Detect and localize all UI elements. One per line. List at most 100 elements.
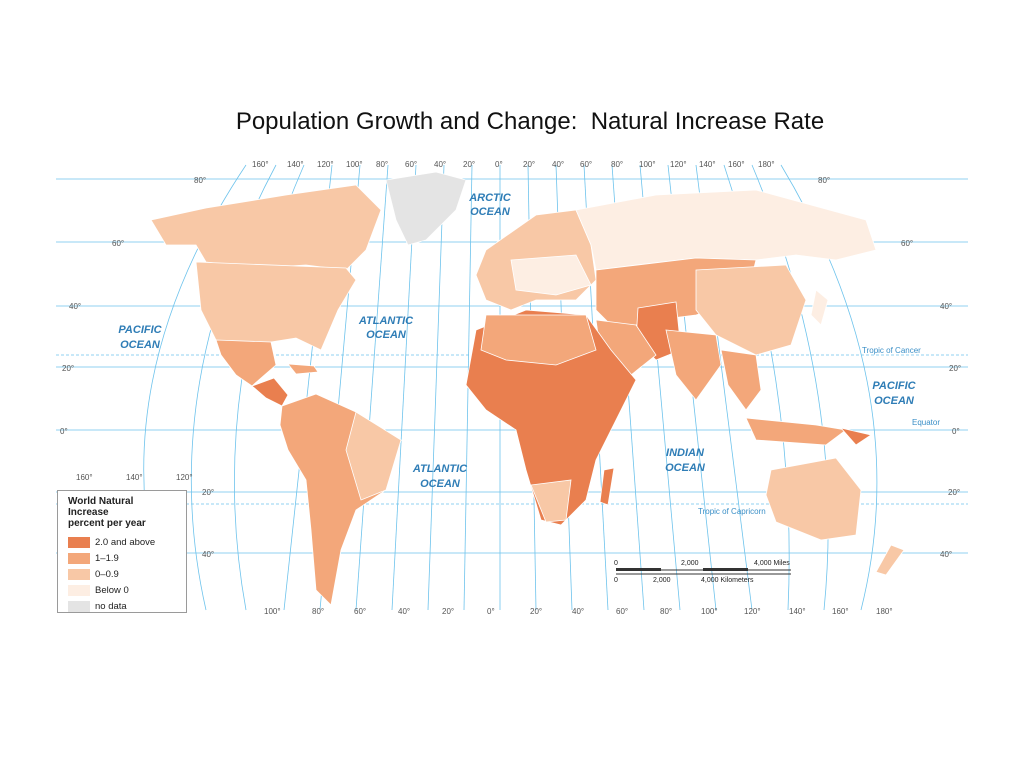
united-states [195,261,357,351]
tropic-cancer-label: Tropic of Cancer [862,346,921,355]
scale-bar: 0 2,000 4,000 Miles 0 2,000 4,000 Kilome… [614,560,791,584]
legend-item-no-data: no data [68,598,176,614]
legend-label: 1–1.9 [95,552,119,564]
lon-top-13: 100° [639,160,656,169]
scale-km-2000: 2,000 [653,577,671,584]
bottom-longitude-labels: 100° 80° 60° 40° 20° 0° 20° 40° 60° 80° … [264,607,893,616]
atlantic-north-label-1: ATLANTIC [358,315,414,327]
pacific-ocean-label-2: OCEAN [120,339,161,351]
legend-swatch [68,600,90,612]
india [665,329,722,401]
north-africa [480,314,597,366]
lon-bot-11: 120° [744,607,761,616]
lat-label-20n-right: 20° [949,364,961,373]
lon-bot-12: 140° [789,607,806,616]
madagascar [599,467,615,506]
lat-label-20n: 20° [62,364,74,373]
indonesia [745,417,847,446]
lon-top-4: 80° [376,160,388,169]
lon-bot-3: 40° [398,607,410,616]
lat-label-40n-right: 40° [940,302,952,311]
lon-top-3: 100° [346,160,363,169]
legend-item-below-zero: Below 0 [68,582,176,598]
lon-top-9: 20° [523,160,535,169]
lat-label-eq: 0° [60,427,68,436]
china [695,264,807,356]
atlantic-south-label-2: OCEAN [420,478,461,490]
top-longitude-labels: 160° 140° 120° 100° 80° 60° 40° 20° 0° 2… [252,160,775,169]
equator-label: Equator [912,418,940,427]
scale-segment-2 [703,568,748,571]
central-america [251,377,289,407]
lat-label-40n: 40° [69,302,81,311]
lon-top-2: 120° [317,160,334,169]
lon-bot-14: 180° [876,607,893,616]
lon-top-0: 160° [252,160,269,169]
lon-bot-5: 0° [487,607,495,616]
lon-bot-6: 20° [530,607,542,616]
atlantic-north-label-2: OCEAN [366,329,407,341]
legend-title-line1: World Natural Increase [68,496,134,518]
caribbean [287,363,319,375]
lat-label-80n: 80° [194,176,206,185]
new-zealand [875,544,905,576]
legend-title: World Natural Increase percent per year [68,496,176,529]
lon-bot-7: 40° [572,607,584,616]
lon-top-11: 60° [580,160,592,169]
lat-label-80n-right: 80° [818,176,830,185]
legend-label: 2.0 and above [95,536,156,548]
lon-top-15: 140° [699,160,716,169]
scale-segment-1 [616,568,661,571]
legend-label: no data [95,600,127,612]
africa [465,309,637,526]
lon-bot-1: 80° [312,607,324,616]
lon-top-8: 0° [495,160,503,169]
australia [765,457,862,541]
slide-title: Population Growth and Change: Natural In… [235,108,825,135]
canada [150,184,382,271]
lon-top-7: 20° [463,160,475,169]
arctic-ocean-label-1: ARCTIC [468,192,512,204]
lon-bot-8: 60° [616,607,628,616]
lon-top-14: 120° [670,160,687,169]
lon-top-17: 180° [758,160,775,169]
lon-bot-10: 100° [701,607,718,616]
legend-swatch [68,552,90,564]
scale-km-4000: 4,000 Kilometers [701,577,754,584]
scale-miles-2000: 2,000 [681,560,699,567]
lon-bot-2: 60° [354,607,366,616]
lon-bot-9: 80° [660,607,672,616]
greenland [385,171,467,246]
pacific-east-label-2: OCEAN [874,395,915,407]
southeast-asia [720,349,762,411]
lat-label-eq-right: 0° [952,427,960,436]
lat-label-20s: 20° [202,488,214,497]
lat-label-60n-right: 60° [901,239,913,248]
lat-label-40s: 40° [202,550,214,559]
legend-label: Below 0 [95,584,129,596]
legend-title-line2: percent per year [68,518,146,529]
legend: World Natural Increase percent per year … [57,490,187,613]
eastern-europe [510,254,592,296]
mid-left-longitude-labels: 160° 140° 120° [76,473,193,482]
arctic-ocean-label-2: OCEAN [470,206,511,218]
scale-km-0: 0 [614,577,618,584]
lon-bot-4: 20° [442,607,454,616]
lon-bot-0: 100° [264,607,281,616]
lon-mid-2: 120° [176,473,193,482]
latitude-labels: 80° 60° 40° 20° 0° 20° 40° 80° 60° 40° 2… [60,176,961,559]
southern-africa [530,479,572,523]
lon-top-5: 60° [405,160,417,169]
lon-top-10: 40° [552,160,564,169]
pacific-ocean-label-1: PACIFIC [118,324,162,336]
indian-ocean-label-2: OCEAN [665,462,706,474]
lon-top-16: 160° [728,160,745,169]
legend-item-low: 0–0.9 [68,566,176,582]
lat-label-40s-right: 40° [940,550,952,559]
pacific-east-label-1: PACIFIC [872,380,916,392]
legend-swatch [68,568,90,580]
japan [810,289,829,326]
legend-item-medium: 1–1.9 [68,550,176,566]
indian-ocean-label-1: INDIAN [666,447,705,459]
lon-mid-1: 140° [126,473,143,482]
